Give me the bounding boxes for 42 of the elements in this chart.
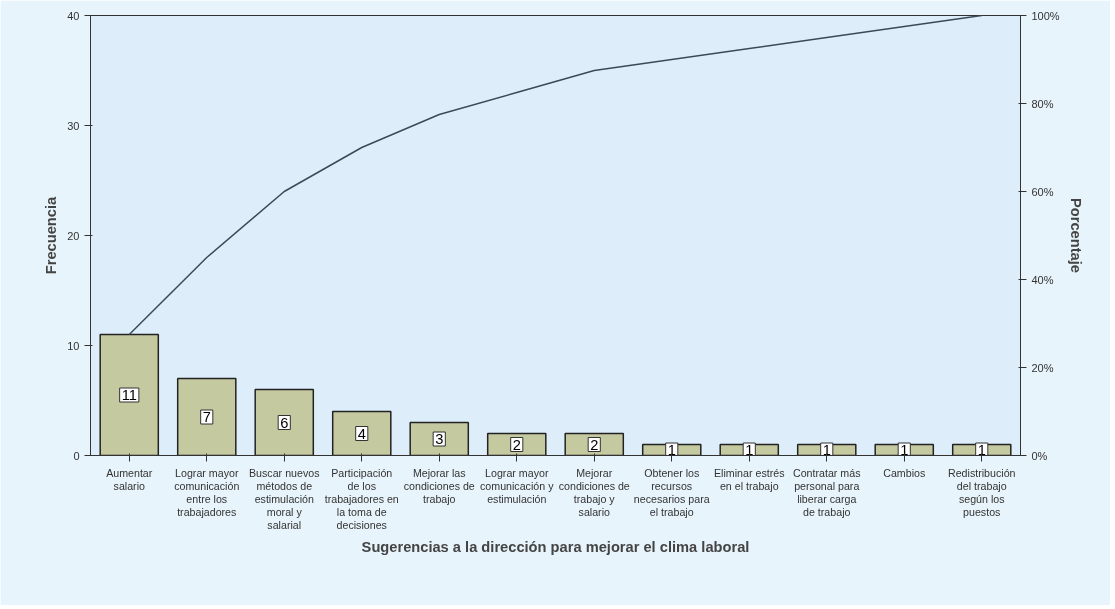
x-tick-label: Buscar nuevos métodos de estimulación moral y salarial bbox=[249, 466, 320, 532]
data-label: 7 bbox=[202, 409, 211, 425]
bar bbox=[254, 388, 315, 456]
x-tick-label: Lograr mayor comunicación y estimulación bbox=[480, 466, 555, 505]
y-tick-label: 30 bbox=[67, 119, 80, 132]
data-label: 11 bbox=[121, 387, 137, 403]
x-tick-label: Mejorar condiciones de trabajo y salario bbox=[558, 466, 630, 519]
y2-tick-label: 80% bbox=[1031, 97, 1054, 110]
y-tick-label: 20 bbox=[67, 229, 80, 242]
y-tick-label: 40 bbox=[67, 9, 80, 22]
bar bbox=[176, 377, 237, 456]
data-label: 1 bbox=[667, 442, 676, 458]
y-tick-label: 10 bbox=[67, 339, 80, 352]
x-tick-label: Participación de los trabajadores en la toma de decisiones bbox=[324, 466, 399, 532]
data-label: 4 bbox=[357, 425, 366, 442]
data-label: 3 bbox=[435, 431, 444, 447]
y-tick-label: 0 bbox=[73, 449, 80, 462]
y-axis-title: Frecuencia bbox=[43, 195, 60, 275]
x-tick-label: Redistribución del trabajo según los puestos bbox=[947, 466, 1016, 519]
line-series bbox=[128, 15, 983, 336]
x-tick-label: Aumentar salario bbox=[106, 466, 153, 492]
data-label: 2 bbox=[512, 436, 521, 453]
y2-tick-label: 100% bbox=[1031, 9, 1060, 22]
y2-tick-label: 40% bbox=[1031, 273, 1054, 286]
x-tick-label: Contratar más personal para liberar carga de trabajo bbox=[792, 466, 861, 519]
y2-axis-title: Porcentaje bbox=[1067, 198, 1084, 273]
x-axis-title: Sugerencias a la dirección para mejorar el clima laboral bbox=[361, 539, 750, 556]
x-tick-label: Cambios bbox=[883, 466, 926, 479]
bar bbox=[409, 421, 470, 456]
x-tick-label: Mejorar las condiciones de trabajo bbox=[403, 466, 475, 505]
data-label: 1 bbox=[822, 442, 831, 458]
y2-tick-label: 60% bbox=[1031, 185, 1054, 198]
data-label: 2 bbox=[590, 436, 599, 453]
x-tick-label: Obtener los recursos necesarios para el trabajo bbox=[633, 466, 710, 519]
x-tick-label: Eliminar estrés en el trabajo bbox=[714, 466, 785, 492]
bar bbox=[331, 410, 392, 456]
x-tick-label: Lograr mayor comunicación entre los trabajadores bbox=[174, 466, 240, 519]
data-label: 1 bbox=[977, 442, 986, 458]
y2-tick-label: 0% bbox=[1031, 449, 1048, 462]
bar bbox=[99, 333, 160, 456]
y2-tick-label: 20% bbox=[1031, 361, 1054, 374]
data-label: 6 bbox=[280, 414, 289, 431]
